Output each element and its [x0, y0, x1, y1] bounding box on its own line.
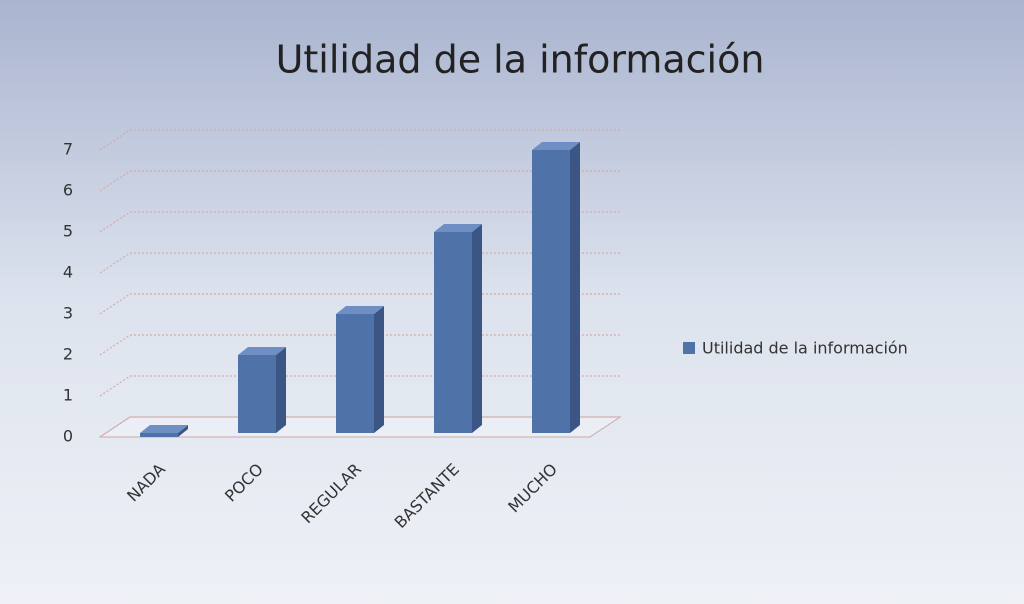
bar-top — [140, 425, 188, 433]
bar-front — [532, 150, 570, 433]
bar — [140, 425, 188, 437]
grid-line — [99, 334, 620, 356]
y-tick-label: 7 — [63, 140, 73, 159]
bar — [336, 306, 384, 433]
legend-swatch — [683, 342, 695, 354]
y-tick-label: 0 — [63, 427, 73, 446]
grid-line — [99, 252, 620, 274]
bar — [532, 142, 580, 433]
grid-line — [99, 293, 620, 315]
grid-line — [99, 375, 620, 397]
bar-front — [140, 433, 178, 437]
y-tick-label: 5 — [63, 222, 73, 241]
y-tick-label: 4 — [63, 263, 73, 282]
y-tick-label: 3 — [63, 304, 73, 323]
y-tick-label: 6 — [63, 181, 73, 200]
legend-label: Utilidad de la información — [702, 339, 908, 358]
bar-top — [434, 224, 482, 232]
bar-side — [178, 425, 188, 437]
bar-front — [336, 314, 374, 433]
bar — [238, 347, 286, 433]
bar-side — [374, 306, 384, 433]
bar-front — [434, 232, 472, 433]
y-tick-label: 1 — [63, 386, 73, 405]
grid-line — [99, 416, 620, 438]
bar-front — [238, 355, 276, 433]
bar — [434, 224, 482, 433]
y-tick-label: 2 — [63, 345, 73, 364]
bar-top — [238, 347, 286, 355]
bar-side — [276, 347, 286, 433]
grid-line — [99, 211, 620, 233]
bar-top — [336, 306, 384, 314]
grid-line — [99, 129, 620, 151]
bar-top — [532, 142, 580, 150]
bar-side — [570, 142, 580, 433]
chart-title: Utilidad de la información — [276, 38, 765, 82]
grid-line — [99, 170, 620, 192]
bar-side — [472, 224, 482, 433]
